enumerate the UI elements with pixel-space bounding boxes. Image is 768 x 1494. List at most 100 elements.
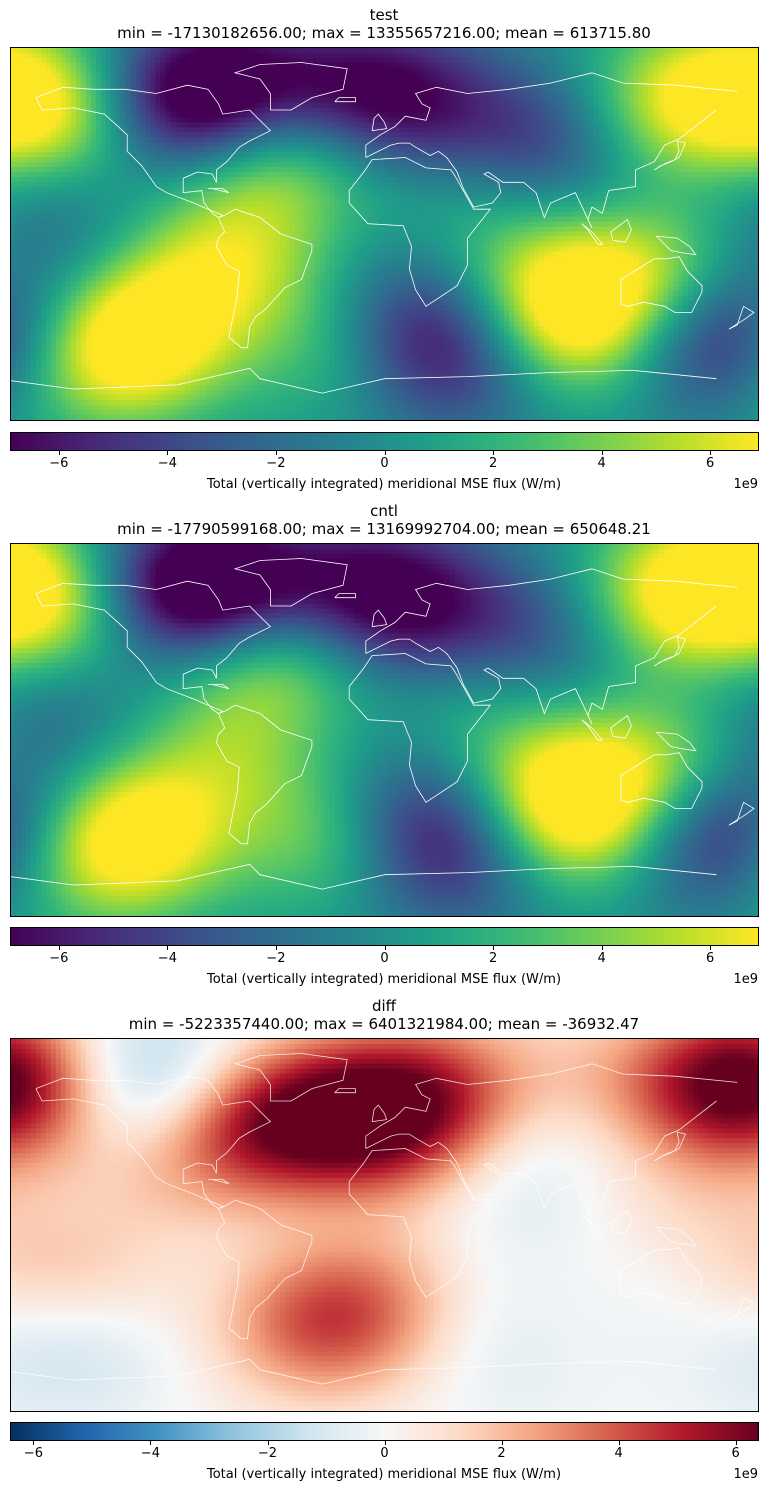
heatmap-cell [35,147,42,153]
heatmap-cell [399,201,406,208]
heatmap-cell [75,132,82,138]
heatmap-cell [384,107,391,114]
heatmap-cell [678,196,684,203]
heatmap-cell [264,181,271,188]
heatmap-cell [55,162,62,168]
heatmap-cell [573,201,580,208]
heatmap-cell [444,162,450,168]
heatmap-cell [279,122,286,128]
heatmap-cell [753,117,758,123]
heatmap-cell [105,72,112,79]
heatmap-cell [568,112,575,119]
heatmap-cell [344,72,351,79]
heatmap-cell [294,176,301,183]
heatmap-cell [85,206,92,213]
heatmap-cell [653,87,659,94]
heatmap-cell [145,107,152,114]
heatmap-cell [374,186,381,193]
heatmap-cell [210,67,216,74]
heatmap-cell [523,97,530,104]
heatmap-cell [568,162,575,168]
heatmap-cell [210,87,216,94]
heatmap-cell [220,127,226,133]
heatmap-cell [150,201,157,208]
heatmap-cell [648,57,655,64]
heatmap-cell [374,157,381,163]
heatmap-cell [479,137,485,143]
heatmap-cell [479,147,485,153]
heatmap-cell [533,132,540,138]
heatmap-cell [573,62,580,69]
heatmap-cell [399,92,406,99]
heatmap-cell [444,112,450,119]
heatmap-cell [379,127,386,133]
heatmap-cell [708,117,714,123]
heatmap-cell [165,137,171,143]
heatmap-cell [723,196,729,203]
heatmap-cell [349,52,356,59]
heatmap-cell [603,48,610,54]
heatmap-cell [75,112,82,119]
heatmap-cell [548,181,555,188]
heatmap-cell [170,186,176,193]
heatmap-cell [633,142,640,148]
heatmap-cell [693,142,699,148]
heatmap-cell [563,142,570,148]
heatmap-cell [663,201,669,208]
heatmap-cell [618,147,625,153]
heatmap-cell [748,157,754,163]
heatmap-cell [284,181,291,188]
heatmap-cell [30,132,37,138]
heatmap-cell [125,72,132,79]
heatmap-cell [294,186,301,193]
heatmap-cell [703,127,709,133]
heatmap-cell [598,157,605,163]
heatmap-cell [185,112,191,119]
heatmap-cell [45,211,52,218]
heatmap-cell [339,57,346,64]
heatmap-cell [274,97,281,104]
heatmap-cell [299,191,306,198]
heatmap-cell [459,137,465,143]
heatmap-cell [593,186,600,193]
heatmap-cell [304,127,311,133]
heatmap-cell [573,172,580,178]
heatmap-cell [230,48,236,54]
heatmap-cell [753,196,758,203]
heatmap-cell [260,92,266,99]
heatmap-cell [185,191,191,198]
heatmap-cell [369,142,376,148]
heatmap-cell [678,112,684,119]
heatmap-cell [623,77,630,84]
heatmap-cell [673,127,679,133]
heatmap-cell [115,211,122,218]
heatmap-cell [200,142,206,148]
heatmap-cell [100,87,107,94]
heatmap-cell [185,211,191,218]
heatmap-cell [314,127,321,133]
heatmap-cell [399,97,406,104]
heatmap-cell [175,162,181,168]
heatmap-cell [160,97,166,104]
heatmap-cell [588,112,595,119]
heatmap-cell [30,102,37,109]
heatmap-cell [623,112,630,119]
heatmap-cell [678,72,684,79]
heatmap-cell [404,62,410,69]
heatmap-cell [359,127,366,133]
heatmap-cell [180,102,186,109]
heatmap-cell [15,137,22,143]
heatmap-cell [643,142,650,148]
heatmap-cell [703,62,709,69]
heatmap-cell [274,157,281,163]
heatmap-cell [195,67,201,74]
heatmap-cell [523,132,530,138]
heatmap-cell [394,181,401,188]
heatmap-cell [723,62,729,69]
heatmap-cell [683,172,689,178]
heatmap-cell [299,77,306,84]
heatmap-cell [175,62,181,69]
heatmap-cell [399,77,406,84]
heatmap-cell [598,196,605,203]
heatmap-cell [50,191,57,198]
